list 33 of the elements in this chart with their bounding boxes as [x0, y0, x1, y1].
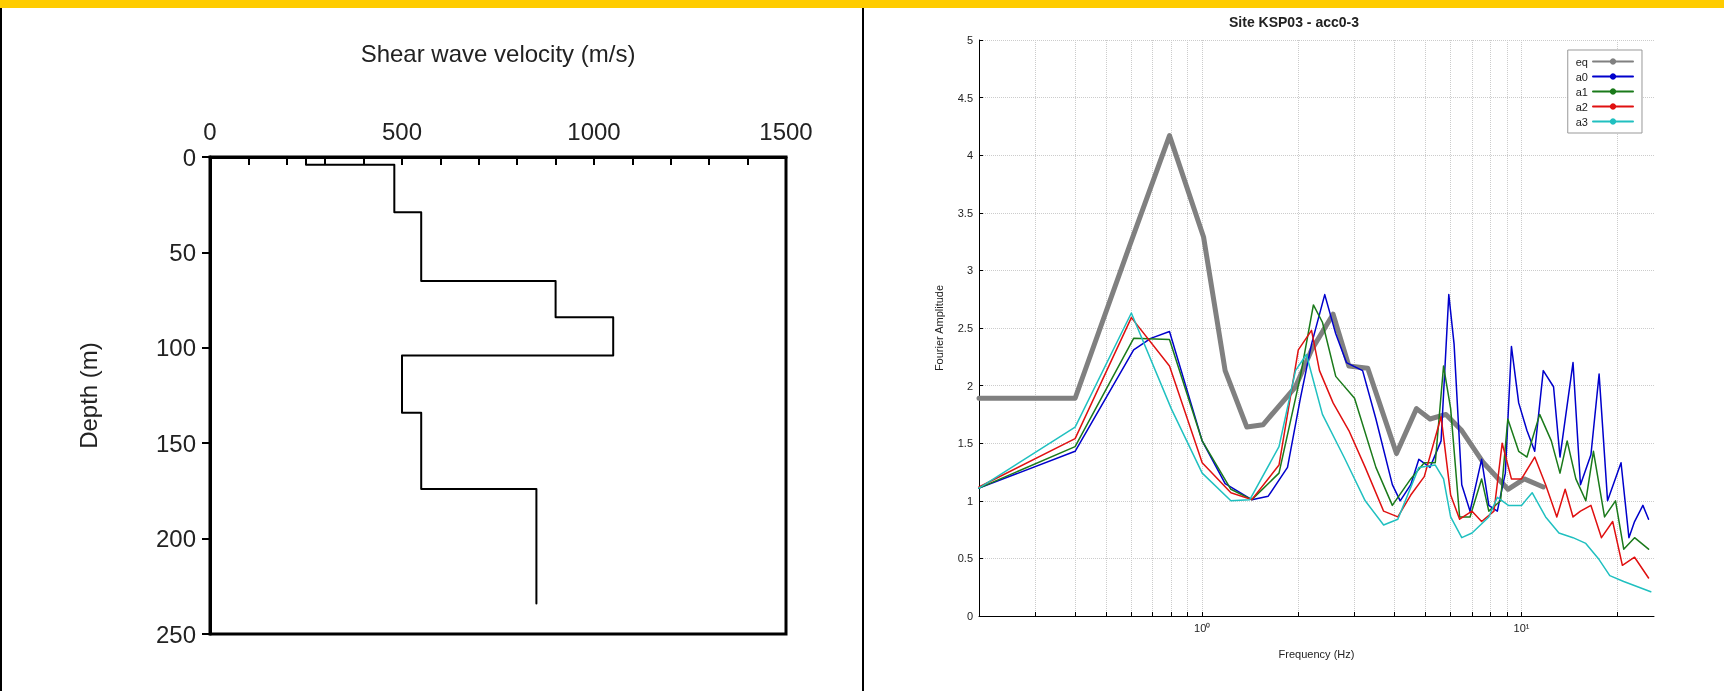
chart-title: Site KSP03 - acc0-3	[1229, 14, 1360, 30]
legend-label: a2	[1575, 100, 1588, 113]
x-tick-label: 1000	[567, 117, 621, 145]
y-tick-label: 2.5	[957, 322, 973, 334]
y-tick-label: 150	[155, 429, 196, 457]
legend-label: a1	[1575, 85, 1588, 98]
y-tick-label: 2	[966, 379, 973, 392]
y-axis-title: Fourier Amplitude	[932, 284, 945, 372]
legend-label: eq	[1575, 55, 1588, 68]
legend-label: a0	[1575, 70, 1588, 83]
y-tick-label: 1	[966, 494, 973, 507]
x-tick-label: 1500	[759, 117, 813, 145]
y-tick-label: 50	[169, 238, 196, 266]
x-axis-title: Frequency (Hz)	[1278, 647, 1355, 660]
y-tick-label: 1.5	[957, 437, 973, 450]
y-tick-label: 3	[966, 264, 973, 277]
y-tick-label: 5	[966, 34, 973, 46]
y-tick-label: 0	[182, 143, 196, 171]
y-axis-title: Depth (m)	[74, 342, 102, 449]
y-tick-label: 200	[155, 525, 196, 553]
x-axis-title: Shear wave velocity (m/s)	[360, 39, 636, 67]
x-tick-label: 10¹	[1513, 621, 1530, 634]
legend-label: a3	[1575, 115, 1588, 128]
y-tick-label: 250	[155, 620, 196, 648]
y-tick-label: 0.5	[957, 552, 973, 565]
y-tick-label: 4	[966, 149, 973, 162]
x-tick-label: 0	[203, 117, 217, 145]
x-tick-label: 10⁰	[1194, 621, 1211, 634]
y-tick-label: 0	[966, 610, 973, 622]
y-tick-label: 4.5	[957, 91, 973, 104]
x-tick-label: 500	[381, 117, 423, 145]
y-tick-label: 100	[155, 334, 196, 362]
y-tick-label: 3.5	[957, 206, 973, 219]
